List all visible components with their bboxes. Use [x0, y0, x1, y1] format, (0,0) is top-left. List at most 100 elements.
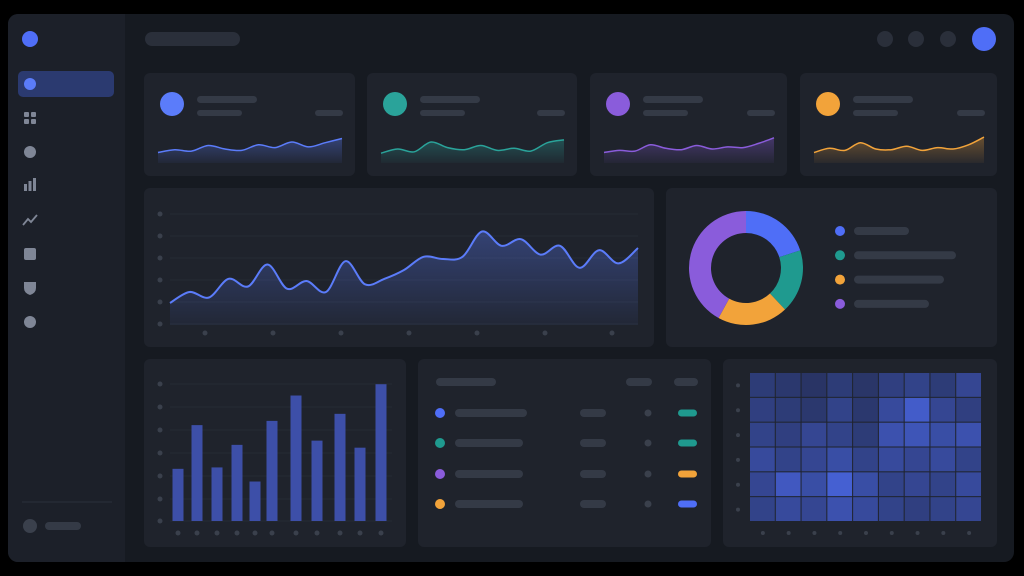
heatmap-cell	[827, 497, 853, 521]
legend-dot	[835, 298, 845, 309]
axis-dot	[542, 330, 548, 336]
heatmap-cell	[930, 472, 956, 497]
axis-dot	[474, 330, 480, 336]
axis-dot	[234, 530, 240, 536]
heatmap-cell	[878, 472, 904, 497]
axis-dot	[609, 330, 615, 336]
placeholder	[197, 110, 242, 116]
axis-dot	[157, 427, 163, 433]
user-avatar[interactable]	[23, 519, 37, 533]
heatmap-cell	[775, 397, 801, 422]
top-button[interactable]	[877, 31, 893, 47]
heatmap-cell	[878, 397, 904, 422]
heatmap-cell	[956, 497, 981, 521]
heatmap-cell	[878, 447, 904, 472]
heatmap-cell	[878, 373, 904, 397]
heatmap-cell	[878, 497, 904, 521]
placeholder	[853, 110, 898, 116]
placeholder	[674, 378, 698, 386]
line	[813, 136, 985, 154]
heatmap-cell	[904, 472, 930, 497]
axis-dot	[338, 330, 344, 336]
bar	[334, 413, 346, 521]
nav-item[interactable]	[24, 282, 36, 295]
axis-dot	[202, 330, 208, 336]
axis-dot	[786, 531, 791, 535]
row-dot	[435, 438, 445, 448]
heatmap-cell	[827, 422, 853, 447]
heatmap-cell	[801, 447, 827, 472]
axis-dot	[157, 233, 163, 239]
nav-item-active[interactable]	[18, 71, 114, 97]
placeholder	[580, 500, 606, 508]
nav-item[interactable]	[24, 146, 36, 158]
nav-item[interactable]	[24, 248, 36, 260]
heatmap-cell	[853, 373, 878, 397]
card	[666, 188, 997, 347]
heatmap-cell	[853, 447, 878, 472]
heatmap-cell	[775, 447, 801, 472]
nav-icon	[24, 78, 36, 90]
bar	[354, 447, 366, 521]
axis-dot	[812, 531, 817, 535]
heatmap-cell	[827, 472, 853, 497]
axis-dot	[357, 530, 363, 536]
status-tag	[678, 500, 697, 508]
bar	[191, 425, 203, 521]
axis-dot	[269, 530, 275, 536]
legend-dot	[835, 250, 845, 261]
top-button[interactable]	[940, 31, 956, 47]
nav-item[interactable]	[24, 178, 36, 191]
heatmap-cell	[775, 472, 801, 497]
heatmap-cell	[775, 422, 801, 447]
placeholder	[580, 470, 606, 478]
axis-dot	[889, 531, 894, 535]
placeholder	[854, 299, 929, 308]
heatmap-cell	[956, 422, 981, 447]
placeholder	[854, 227, 909, 235]
heatmap-cell	[750, 447, 775, 472]
search-bar[interactable]	[145, 32, 240, 46]
line	[157, 137, 343, 154]
axis-dot	[157, 211, 163, 217]
bar	[375, 384, 387, 521]
axis-dot	[736, 482, 740, 487]
nav-item[interactable]	[24, 112, 36, 124]
row-dot	[644, 439, 652, 447]
axis-dot	[214, 530, 220, 536]
line	[603, 137, 775, 154]
heatmap-cell	[750, 472, 775, 497]
placeholder	[315, 110, 343, 116]
area	[170, 231, 638, 325]
axis-dot	[157, 299, 163, 305]
nav-item[interactable]	[24, 316, 36, 328]
row-dot	[435, 499, 445, 509]
line	[380, 139, 565, 154]
axis-dot	[314, 530, 320, 536]
placeholder	[580, 409, 606, 417]
bar	[231, 444, 243, 521]
axis-dot	[157, 496, 163, 502]
heatmap-cell	[930, 447, 956, 472]
nav-item[interactable]	[22, 214, 38, 226]
kpi-icon	[606, 92, 630, 116]
axis-dot	[378, 530, 384, 536]
axis-dot	[864, 531, 868, 535]
heatmap-cell	[904, 422, 930, 447]
axis-dot	[967, 531, 972, 535]
top-button[interactable]	[908, 31, 924, 47]
heatmap-cell	[750, 397, 775, 422]
donut-segment	[746, 211, 801, 258]
axis-dot	[157, 404, 163, 410]
line	[169, 230, 639, 304]
heatmap-cell	[801, 373, 827, 397]
placeholder	[537, 110, 565, 116]
heatmap-cell	[956, 472, 981, 497]
axis-dot	[915, 531, 920, 535]
avatar[interactable]	[972, 27, 996, 51]
donut-segment	[718, 293, 786, 325]
row-dot	[644, 500, 652, 508]
bar	[172, 468, 184, 521]
legend-dot	[835, 274, 845, 285]
bar	[311, 440, 323, 521]
